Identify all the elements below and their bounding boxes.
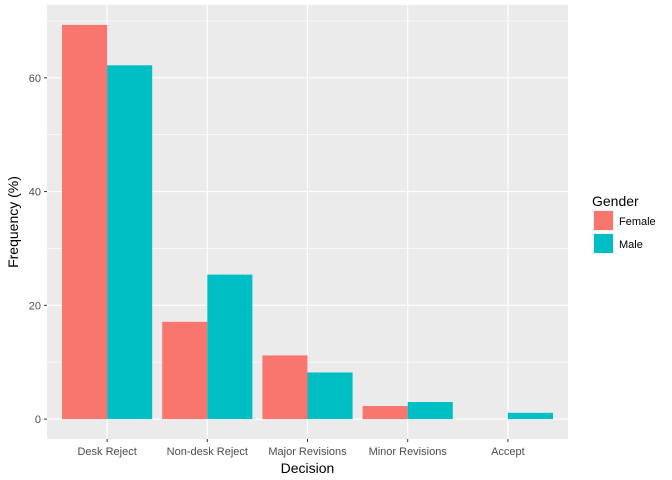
- bar-male-desk-reject: [107, 65, 153, 420]
- y-tick-label: 20: [29, 300, 41, 312]
- bar-male-non-desk-reject: [207, 274, 253, 420]
- bar-male-major-revisions: [307, 372, 353, 420]
- legend-swatch-female: [594, 211, 613, 230]
- x-axis: Desk Reject Non-desk Reject Major Revision…: [77, 439, 525, 458]
- legend: Gender Female Male: [592, 193, 656, 254]
- x-tick-label: Minor Revisions: [369, 446, 448, 458]
- bar-female-major-revisions: [262, 355, 308, 420]
- bar-male-accept: [507, 412, 553, 420]
- x-tick-label: Non-desk Reject: [167, 446, 248, 458]
- legend-label-male: Male: [619, 239, 643, 251]
- bar-female-minor-revisions: [362, 406, 408, 420]
- bars: [62, 24, 553, 420]
- bar-female-desk-reject: [62, 24, 108, 420]
- legend-label-female: Female: [619, 216, 656, 228]
- x-axis-title: Decision: [281, 460, 335, 476]
- bar-female-non-desk-reject: [162, 321, 208, 420]
- x-tick-label: Desk Reject: [77, 446, 136, 458]
- y-axis: 0 20 40 60: [29, 73, 47, 426]
- x-tick-label: Major Revisions: [268, 446, 347, 458]
- bar-male-minor-revisions: [407, 402, 453, 420]
- y-axis-title: Frequency (%): [5, 176, 21, 268]
- y-tick-label: 60: [29, 73, 41, 85]
- y-tick-label: 40: [29, 187, 41, 199]
- y-tick-label: 0: [35, 414, 41, 426]
- legend-title: Gender: [592, 193, 639, 209]
- x-tick-label: Accept: [491, 446, 525, 458]
- legend-swatch-male: [594, 234, 613, 253]
